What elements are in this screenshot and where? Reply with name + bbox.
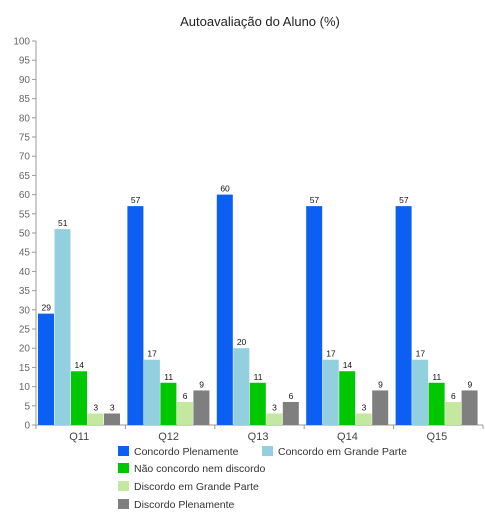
data-label: 29 bbox=[42, 303, 52, 313]
x-tick-label: Q14 bbox=[337, 431, 358, 443]
y-tick-label: 90 bbox=[19, 75, 31, 86]
y-tick-label: 70 bbox=[19, 152, 31, 163]
data-label: 6 bbox=[183, 391, 188, 401]
bar bbox=[104, 413, 120, 425]
data-label: 6 bbox=[289, 391, 294, 401]
y-tick-label: 30 bbox=[19, 305, 31, 316]
data-label: 57 bbox=[310, 195, 320, 205]
legend-item[interactable]: Discordo Plenamente bbox=[118, 499, 235, 511]
y-tick-label: 95 bbox=[19, 56, 31, 67]
legend-label: Discordo em Grande Parte bbox=[134, 481, 259, 493]
bar bbox=[127, 206, 144, 425]
legend-item[interactable]: Não concordo nem discordo bbox=[118, 463, 265, 475]
data-label: 11 bbox=[164, 372, 173, 382]
data-label: 17 bbox=[326, 349, 336, 359]
y-tick-label: 0 bbox=[24, 421, 30, 432]
data-label: 11 bbox=[432, 372, 441, 382]
bars bbox=[38, 194, 478, 425]
y-tick-label: 25 bbox=[19, 325, 31, 336]
bar bbox=[445, 401, 462, 425]
x-tick-label: Q13 bbox=[248, 431, 269, 443]
data-label: 3 bbox=[272, 402, 277, 412]
legend-swatch bbox=[118, 481, 129, 491]
y-tick-label: 5 bbox=[24, 401, 30, 412]
y-tick-label: 35 bbox=[19, 286, 31, 297]
bar bbox=[412, 359, 429, 425]
x-tick-label: Q15 bbox=[426, 431, 447, 443]
y-tick-label: 15 bbox=[19, 363, 31, 374]
bar bbox=[306, 206, 323, 425]
legend-swatch bbox=[262, 446, 273, 456]
data-label: 14 bbox=[75, 360, 85, 370]
legend-swatch bbox=[118, 463, 129, 473]
legend-item[interactable]: Concordo em Grande Parte bbox=[262, 446, 407, 458]
data-label: 3 bbox=[110, 402, 115, 412]
legend-item[interactable]: Discordo em Grande Parte bbox=[118, 481, 259, 493]
y-axis: 0 5 10 15 20 25 30 35 40 45 50 55 60 65 70 75 80 85 90 95 10… bbox=[13, 37, 37, 432]
bar bbox=[54, 229, 71, 425]
data-label: 11 bbox=[254, 372, 263, 382]
bar bbox=[428, 382, 445, 425]
x-tick-label: Q11 bbox=[69, 431, 89, 443]
bar bbox=[395, 206, 412, 425]
bar bbox=[233, 348, 250, 425]
bar bbox=[339, 371, 356, 425]
data-label: 9 bbox=[199, 379, 204, 389]
bar bbox=[176, 401, 193, 425]
data-labels: 29 51 14 3 3 57 17 11 6 9 60 20 11 3 6 57 17 14 3 9 57 17 11 6 9 bbox=[42, 184, 473, 413]
y-tick-label: 75 bbox=[19, 133, 31, 144]
bar bbox=[71, 371, 87, 425]
data-label: 6 bbox=[451, 391, 456, 401]
data-label: 3 bbox=[362, 402, 367, 412]
data-label: 3 bbox=[93, 402, 98, 412]
bar bbox=[249, 382, 266, 425]
x-axis: Q11 Q12 Q13 Q14 Q15 bbox=[35, 424, 484, 443]
bar bbox=[355, 413, 372, 425]
y-tick-label: 80 bbox=[19, 113, 31, 124]
y-tick-label: 10 bbox=[19, 382, 31, 393]
legend-swatch bbox=[118, 499, 129, 509]
bar bbox=[282, 401, 299, 425]
data-label: 9 bbox=[378, 379, 383, 389]
bar bbox=[322, 359, 339, 425]
bar bbox=[461, 390, 478, 425]
data-label: 14 bbox=[343, 360, 353, 370]
data-label: 20 bbox=[237, 337, 247, 347]
data-label: 60 bbox=[220, 184, 230, 194]
bar bbox=[372, 390, 389, 425]
legend-label: Concordo Plenamente bbox=[134, 446, 239, 458]
bar bbox=[38, 313, 54, 425]
data-label: 17 bbox=[416, 349, 426, 359]
y-tick-label: 65 bbox=[19, 171, 31, 182]
data-label: 17 bbox=[147, 349, 157, 359]
y-tick-label: 85 bbox=[19, 94, 31, 105]
bar bbox=[193, 390, 210, 425]
bar bbox=[266, 413, 283, 425]
data-label: 9 bbox=[467, 379, 472, 389]
legend-label: Concordo em Grande Parte bbox=[278, 446, 407, 458]
bar bbox=[216, 194, 233, 425]
legend-label: Discordo Plenamente bbox=[134, 499, 235, 511]
y-tick-label: 40 bbox=[19, 267, 31, 278]
data-label: 51 bbox=[58, 218, 68, 228]
y-tick-label: 100 bbox=[13, 37, 30, 48]
bar bbox=[160, 382, 177, 425]
legend-swatch bbox=[118, 446, 129, 456]
y-tick-label: 20 bbox=[19, 344, 31, 355]
bar bbox=[143, 359, 160, 425]
x-tick-label: Q12 bbox=[158, 431, 179, 443]
chart-title: Autoavaliação do Aluno (%) bbox=[180, 14, 340, 29]
y-tick-label: 50 bbox=[19, 229, 31, 240]
data-label: 57 bbox=[131, 195, 141, 205]
y-tick-label: 55 bbox=[19, 209, 31, 220]
legend-label: Não concordo nem discordo bbox=[134, 463, 265, 475]
y-tick-label: 60 bbox=[19, 190, 31, 201]
legend-item[interactable]: Concordo Plenamente bbox=[118, 446, 239, 458]
bar bbox=[87, 413, 104, 425]
legend: Concordo Plenamente Concordo em Grande Pa… bbox=[118, 446, 407, 511]
y-tick-label: 45 bbox=[19, 248, 31, 259]
data-label: 57 bbox=[399, 195, 409, 205]
